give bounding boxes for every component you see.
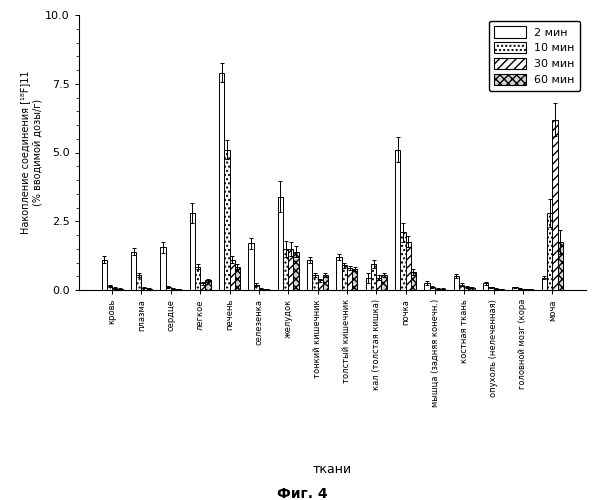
Bar [488, 287, 493, 290]
Bar [235, 266, 240, 290]
Bar [499, 289, 504, 290]
Bar [117, 288, 123, 290]
Bar [278, 196, 283, 290]
Bar [376, 278, 382, 290]
Bar [400, 232, 405, 290]
Bar [459, 284, 464, 290]
Bar [425, 283, 429, 290]
Bar [464, 287, 469, 290]
Bar [323, 275, 328, 290]
Bar [137, 275, 141, 290]
Bar [176, 289, 181, 290]
Bar [165, 287, 171, 290]
Bar [312, 275, 318, 290]
Bar [371, 264, 376, 290]
Bar [342, 265, 347, 290]
Bar [219, 72, 224, 290]
Bar [264, 289, 269, 290]
Bar [382, 275, 387, 290]
Bar [547, 213, 552, 290]
Bar [107, 286, 112, 290]
Bar [307, 260, 312, 290]
Bar [552, 120, 557, 290]
Bar [518, 288, 523, 290]
Bar [454, 276, 459, 290]
Bar [523, 289, 528, 290]
Bar [101, 260, 107, 290]
Bar [336, 257, 342, 290]
Bar [352, 270, 358, 290]
Bar [147, 288, 152, 290]
Bar [429, 287, 435, 290]
Bar [347, 268, 352, 290]
Bar [395, 150, 400, 290]
Bar [224, 150, 230, 290]
Bar [411, 272, 416, 290]
Bar [483, 283, 488, 290]
Bar [160, 248, 165, 290]
Bar [205, 280, 211, 290]
Bar [493, 288, 499, 290]
Bar [131, 252, 137, 290]
Bar [259, 288, 264, 290]
Bar [365, 278, 371, 290]
Bar [112, 288, 117, 290]
Bar [254, 284, 259, 290]
Bar [512, 287, 518, 290]
Bar [440, 288, 446, 290]
Bar [230, 260, 235, 290]
Bar [294, 252, 299, 290]
Bar [435, 288, 440, 290]
Bar [542, 278, 547, 290]
Bar [405, 242, 411, 290]
Y-axis label: Накопление соединения [¹⁸F]11
(% вводимой дозы/г): Накопление соединения [¹⁸F]11 (% вводимо… [21, 70, 42, 234]
Bar [469, 288, 475, 290]
Bar [557, 242, 563, 290]
Bar [288, 249, 294, 290]
Bar [171, 288, 176, 290]
Legend: 2 мин, 10 мин, 30 мин, 60 мин: 2 мин, 10 мин, 30 мин, 60 мин [489, 20, 580, 91]
Bar [195, 266, 200, 290]
Bar [190, 213, 195, 290]
Bar [318, 280, 323, 290]
X-axis label: ткани: ткани [313, 463, 352, 476]
Text: Фиг. 4: Фиг. 4 [277, 486, 327, 500]
Bar [248, 244, 254, 290]
Bar [283, 249, 288, 290]
Bar [141, 288, 147, 290]
Bar [200, 283, 205, 290]
